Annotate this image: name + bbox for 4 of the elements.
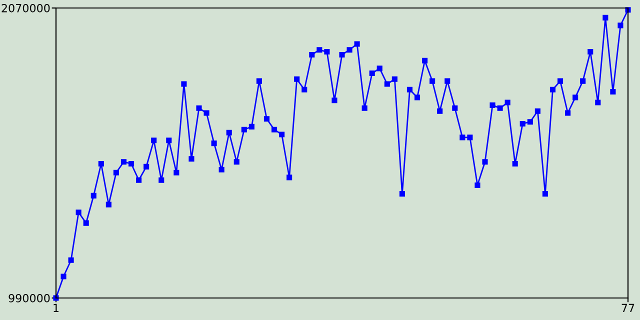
y-tick-label: 2070000 <box>2 4 50 12</box>
x-tick-label: 1 <box>54 304 59 312</box>
y-tick-label: 990000 <box>8 294 50 302</box>
x-tick-label: 77 <box>622 304 634 312</box>
